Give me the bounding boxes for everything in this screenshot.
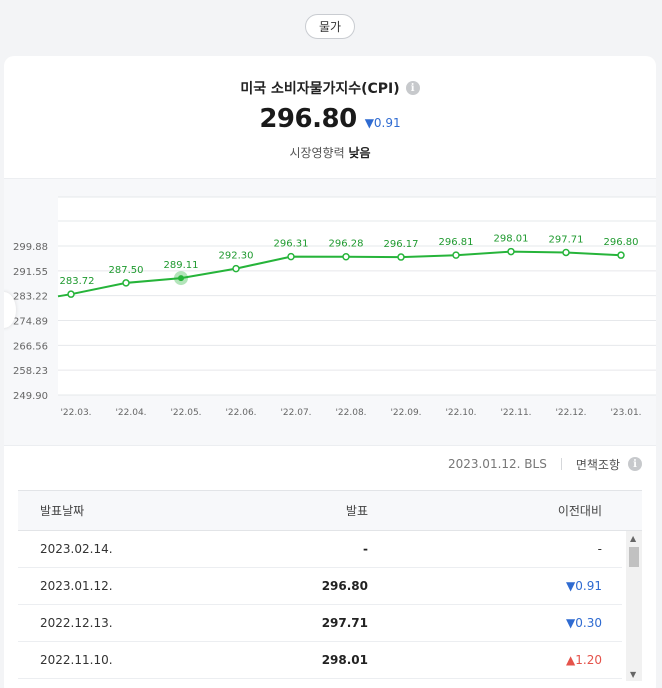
row-date: 2023.02.14. <box>40 542 113 556</box>
x-tick-label: '22.04. <box>115 408 146 418</box>
scroll-down-icon[interactable]: ▼ <box>630 670 637 679</box>
scrollbar[interactable]: ▲ ▼ <box>626 531 642 681</box>
x-tick-label: '22.10. <box>445 408 476 418</box>
cpi-card: 미국 소비자물가지수(CPI) i 296.80 ▼0.91 시장영향력 낮음 … <box>4 56 656 688</box>
y-tick-label: 291.55 <box>13 267 48 278</box>
data-label: 296.17 <box>384 239 419 250</box>
data-label: 289.11 <box>164 260 199 271</box>
impact-value: 낮음 <box>348 146 371 160</box>
data-point[interactable] <box>562 248 570 257</box>
data-point[interactable] <box>287 252 295 261</box>
data-point[interactable] <box>452 251 460 259</box>
indicator-header: 미국 소비자물가지수(CPI) i 296.80 ▼0.91 시장영향력 낮음 <box>4 56 656 178</box>
data-label: 297.71 <box>549 234 584 245</box>
data-label: 287.50 <box>109 265 144 276</box>
impact-label: 시장영향력 <box>289 146 345 160</box>
tab-inflation[interactable]: 물가 <box>305 14 355 39</box>
data-label: 296.80 <box>604 237 639 248</box>
info-icon[interactable]: i <box>405 81 420 95</box>
data-point[interactable] <box>232 264 240 273</box>
current-value: 296.80 <box>259 104 357 134</box>
data-point[interactable] <box>617 251 625 259</box>
table-row: 2023.02.14. - - <box>18 531 622 568</box>
row-change: ▼0.30 <box>368 616 618 630</box>
change-value: 0.91 <box>373 116 401 130</box>
data-label: 296.81 <box>439 237 474 248</box>
table-row: 2023.01.12. 296.80 ▼0.91 <box>18 568 622 605</box>
data-label: 292.30 <box>219 251 254 262</box>
y-tick-label: 274.89 <box>13 317 48 328</box>
chart-svg[interactable]: 299.88 291.55 283.22 274.89 266.56 258.23 249.… <box>4 179 656 447</box>
x-tick-label: '23.01. <box>610 408 641 418</box>
x-tick-label: '22.06. <box>225 408 256 418</box>
data-label: 296.28 <box>329 239 364 250</box>
table-header: 발표날짜 발표 이전대비 <box>18 491 642 531</box>
triangle-up-icon: ▲ <box>566 653 576 667</box>
data-label: 298.01 <box>494 234 529 245</box>
row-value: 297.71 <box>321 616 368 630</box>
y-tick-label: 299.88 <box>13 242 48 253</box>
y-tick-label: 249.90 <box>13 391 48 402</box>
data-label: 296.31 <box>274 239 309 250</box>
disclaimer-info-icon[interactable]: i <box>628 457 642 471</box>
page-title: 미국 소비자물가지수(CPI) <box>240 81 400 97</box>
triangle-down-icon: ▼ <box>566 616 576 630</box>
x-tick-label: '22.05. <box>170 408 201 418</box>
source-text: 2023.01.12. BLS <box>447 457 547 471</box>
data-point[interactable] <box>67 290 75 298</box>
header-change: 이전대비 <box>557 504 602 518</box>
row-change: - <box>597 542 602 556</box>
data-point[interactable] <box>122 279 130 287</box>
row-value: 296.80 <box>321 579 368 593</box>
scroll-left-handle[interactable] <box>4 292 16 328</box>
triangle-down-icon: ▼ <box>364 116 374 130</box>
y-tick-label: 283.22 <box>13 292 48 303</box>
data-point[interactable] <box>397 253 405 261</box>
row-value: - <box>363 542 368 556</box>
triangle-down-icon: ▼ <box>566 579 576 593</box>
row-value: 298.01 <box>321 653 368 667</box>
y-tick-label: 266.56 <box>13 341 48 352</box>
data-point[interactable] <box>507 247 515 256</box>
row-date: 2023.01.12. <box>40 579 113 593</box>
table-body[interactable]: ▲ ▼ 2023.02.14. - -2023.01.12. 296.80 ▼0.91 2… <box>18 531 642 688</box>
x-tick-label: '22.07. <box>280 408 311 418</box>
row-change-value: 1.20 <box>575 653 602 667</box>
divider <box>560 458 562 470</box>
row-change: ▼0.91 <box>368 579 618 593</box>
scrollbar-thumb[interactable] <box>629 547 639 567</box>
row-change-value: 0.91 <box>575 579 602 593</box>
cpi-chart[interactable]: 299.88 291.55 283.22 274.89 266.56 258.23 249.… <box>4 178 656 446</box>
x-tick-label: '22.03. <box>60 408 91 418</box>
data-label: 283.72 <box>60 276 95 287</box>
row-change: ▲1.20 <box>368 653 618 667</box>
x-tick-label: '22.12. <box>555 408 586 418</box>
market-impact: 시장영향력 낮음 <box>4 144 656 161</box>
y-tick-label: 258.23 <box>13 366 48 377</box>
x-tick-label: '22.09. <box>390 408 421 418</box>
x-tick-label: '22.11. <box>500 408 531 418</box>
header-value: 발표 <box>345 504 368 518</box>
row-date: 2022.11.10. <box>40 653 113 667</box>
data-point[interactable] <box>178 275 184 282</box>
disclaimer-link[interactable]: 면책조항 <box>575 457 620 472</box>
header-date: 발표날짜 <box>40 504 85 518</box>
series-line <box>57 250 622 298</box>
table-row: 2022.12.13. 297.71 ▼0.30 <box>18 605 622 642</box>
row-date: 2022.12.13. <box>40 616 113 630</box>
table-row: 2022.11.10. 298.01 ▲1.20 <box>18 642 622 679</box>
scroll-up-icon[interactable]: ▲ <box>630 534 637 543</box>
data-point[interactable] <box>342 252 350 261</box>
x-tick-label: '22.08. <box>335 408 366 418</box>
change-indicator: ▼0.91 <box>365 116 401 130</box>
row-change-value: 0.30 <box>575 616 602 630</box>
source-row: 2023.01.12. BLS 면책조항 i <box>4 454 656 474</box>
release-table: 발표날짜 발표 이전대비 ▲ ▼ 2023.02.14. - - 2023.01.12… <box>18 490 642 688</box>
